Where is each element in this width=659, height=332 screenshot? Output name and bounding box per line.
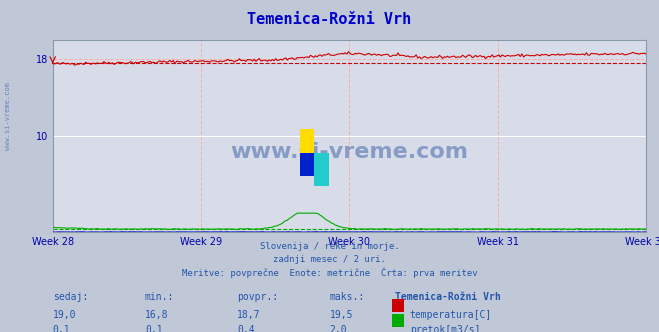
Text: min.:: min.: (145, 292, 175, 302)
Text: 0,1: 0,1 (53, 325, 71, 332)
Text: Meritve: povprečne  Enote: metrične  Črta: prva meritev: Meritve: povprečne Enote: metrične Črta:… (182, 268, 477, 278)
Text: www.si-vreme.com: www.si-vreme.com (5, 82, 11, 150)
Text: zadnji mesec / 2 uri.: zadnji mesec / 2 uri. (273, 255, 386, 264)
Text: povpr.:: povpr.: (237, 292, 278, 302)
Text: 2,0: 2,0 (330, 325, 347, 332)
Text: 18,7: 18,7 (237, 310, 261, 320)
Text: www.si-vreme.com: www.si-vreme.com (230, 141, 469, 162)
Text: 0,4: 0,4 (237, 325, 255, 332)
Text: 19,0: 19,0 (53, 310, 76, 320)
Text: Slovenija / reke in morje.: Slovenija / reke in morje. (260, 242, 399, 251)
Text: sedaj:: sedaj: (53, 292, 88, 302)
Text: Temenica-Rožni Vrh: Temenica-Rožni Vrh (395, 292, 501, 302)
Text: pretok[m3/s]: pretok[m3/s] (410, 325, 480, 332)
Text: 0,1: 0,1 (145, 325, 163, 332)
Text: temperatura[C]: temperatura[C] (410, 310, 492, 320)
Text: maks.:: maks.: (330, 292, 364, 302)
Text: Temenica-Rožni Vrh: Temenica-Rožni Vrh (247, 12, 412, 27)
Text: 16,8: 16,8 (145, 310, 169, 320)
Text: 19,5: 19,5 (330, 310, 353, 320)
